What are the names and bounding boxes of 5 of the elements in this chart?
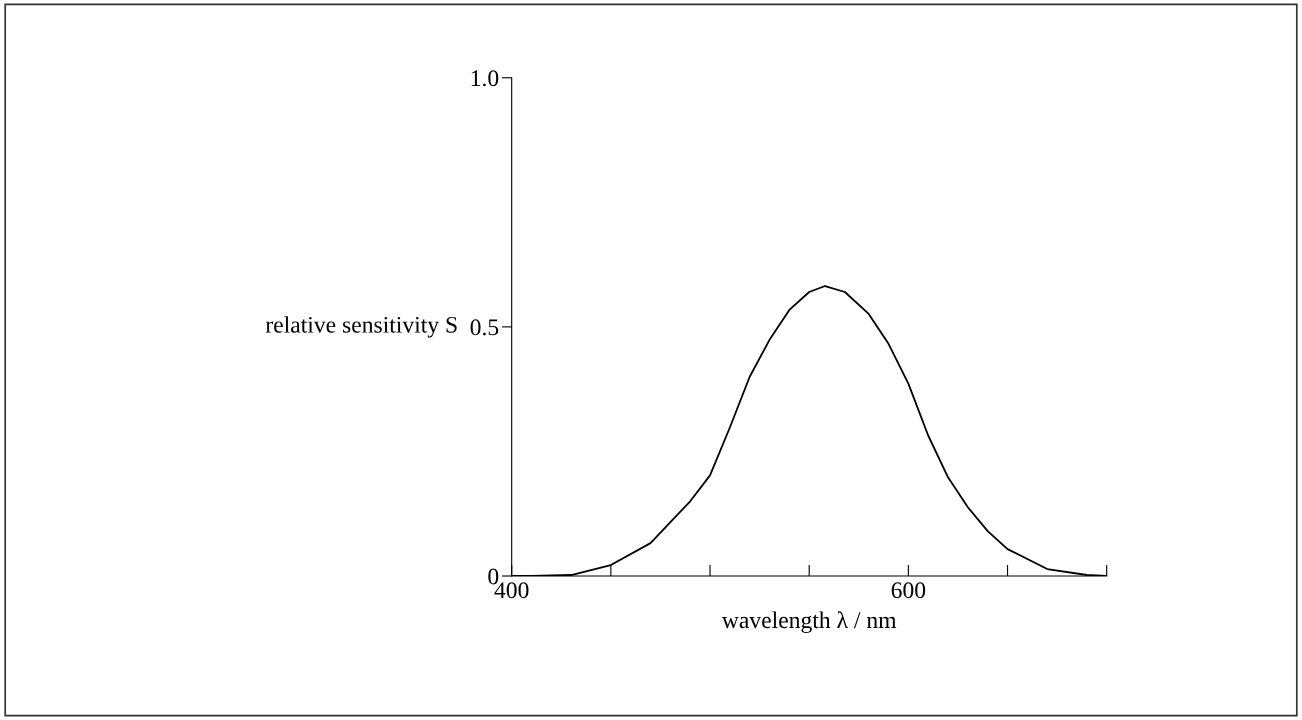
y-axis-title: relative sensitivity S — [265, 316, 457, 338]
x-axis-title: wavelength λ / nm — [721, 611, 897, 634]
y-tick-label: 1.0 — [471, 70, 499, 87]
x-tick-label: 600 — [891, 582, 926, 599]
y-tick-label: 0.5 — [470, 319, 499, 336]
